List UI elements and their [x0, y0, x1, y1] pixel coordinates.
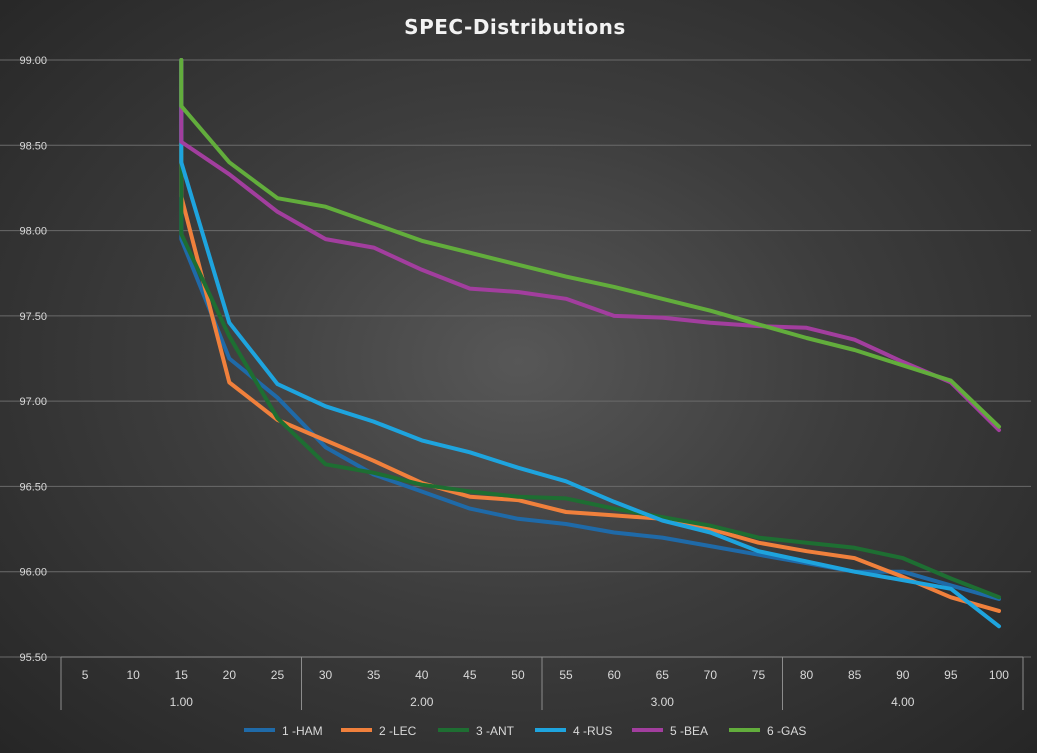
legend: 1 -HAM 2 -LEC 3 -ANT 4 -RUS 5 -BEA 6 -GAS: [244, 724, 806, 738]
x-tick-label: 80: [800, 668, 814, 682]
x-tick-label: 75: [752, 668, 766, 682]
legend-label: 6 -GAS: [767, 724, 806, 738]
x-axis: 1.00 2.00 3.00 4.00 5 10 15 20 25 30 35 40 45 50 55 60 6…: [60, 656, 1024, 710]
x-tick-label: 55: [559, 668, 573, 682]
legend-label: 5 -BEA: [670, 724, 708, 738]
legend-label: 1 -HAM: [282, 724, 323, 738]
x-group-label: 2.00: [410, 695, 434, 709]
legend-label: 3 -ANT: [476, 724, 515, 738]
y-tick-label: 96.50: [19, 481, 47, 493]
x-group-label: 1.00: [170, 695, 194, 709]
x-tick-label: 5: [82, 668, 89, 682]
x-tick-label: 45: [463, 668, 477, 682]
y-tick-label: 97.50: [19, 311, 47, 323]
x-tick-label: 100: [989, 668, 1009, 682]
chart-title: SPEC-Distributions: [404, 15, 626, 39]
x-tick-label: 50: [511, 668, 525, 682]
x-tick-label: 15: [175, 668, 189, 682]
x-tick-label: 95: [944, 668, 958, 682]
series-line-4-rus: [179, 58, 1001, 629]
x-tick-label: 10: [126, 668, 140, 682]
y-tick-label: 99.00: [19, 55, 47, 67]
x-tick-label: 25: [271, 668, 285, 682]
legend-label: 4 -RUS: [573, 724, 612, 738]
x-group-label: 4.00: [891, 695, 915, 709]
series-line-5-bea: [179, 58, 1001, 433]
x-tick-label: 65: [656, 668, 670, 682]
x-group-label: 3.00: [651, 695, 675, 709]
x-tick-label: 90: [896, 668, 910, 682]
x-tick-label: 20: [223, 668, 237, 682]
x-tick-label: 35: [367, 668, 381, 682]
series-line-6-gas: [179, 58, 1001, 429]
y-tick-label: 97.00: [19, 396, 47, 408]
x-tick-label: 70: [704, 668, 718, 682]
y-tick-label: 96.00: [19, 567, 47, 579]
x-tick-label: 30: [319, 668, 333, 682]
series-line-1-ham: [179, 58, 1001, 601]
y-tick-label: 98.50: [19, 140, 47, 152]
y-axis: 95.50 96.00 96.50 97.00 97.50 98.00 98.50 99.00: [19, 55, 47, 664]
x-tick-label: 40: [415, 668, 429, 682]
x-tick-label: 85: [848, 668, 862, 682]
x-tick-label: 60: [607, 668, 621, 682]
series-lines: [179, 58, 1001, 629]
y-tick-label: 95.50: [19, 652, 47, 664]
legend-label: 2 -LEC: [379, 724, 417, 738]
gridlines: [0, 59, 1031, 658]
series-line-3-ant: [179, 58, 1001, 600]
y-tick-label: 98.00: [19, 226, 47, 238]
